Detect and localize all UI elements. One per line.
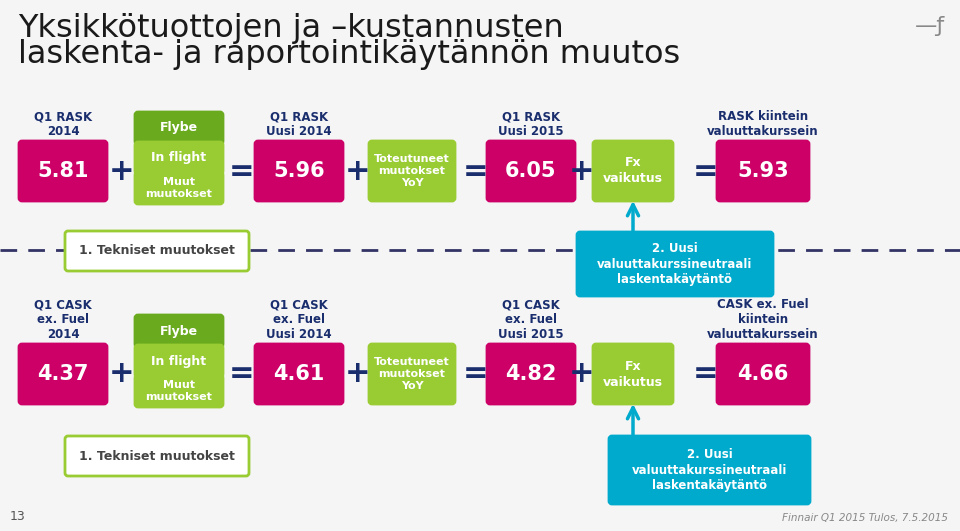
Text: =: = xyxy=(463,157,489,185)
FancyBboxPatch shape xyxy=(487,344,575,404)
Text: +: + xyxy=(569,157,595,185)
Text: =: = xyxy=(229,157,254,185)
FancyBboxPatch shape xyxy=(717,344,809,404)
Text: =: = xyxy=(463,359,489,389)
Text: Q1 CASK
ex. Fuel
Uusi 2014: Q1 CASK ex. Fuel Uusi 2014 xyxy=(266,298,332,341)
Text: Muut
muutokset: Muut muutokset xyxy=(146,380,212,402)
Text: 1. Tekniset muutokset: 1. Tekniset muutokset xyxy=(79,450,235,463)
Text: 1. Tekniset muutokset: 1. Tekniset muutokset xyxy=(79,244,235,258)
Text: +: + xyxy=(109,359,134,389)
Text: +: + xyxy=(109,157,134,185)
Text: Toteutuneet
muutokset
YoY: Toteutuneet muutokset YoY xyxy=(374,153,450,189)
FancyBboxPatch shape xyxy=(369,141,455,201)
FancyBboxPatch shape xyxy=(593,141,673,201)
Text: Q1 CASK
ex. Fuel
2014: Q1 CASK ex. Fuel 2014 xyxy=(35,298,92,341)
FancyBboxPatch shape xyxy=(135,345,223,377)
Text: In flight: In flight xyxy=(152,355,206,367)
Text: +: + xyxy=(346,157,371,185)
Text: +: + xyxy=(569,359,595,389)
Text: 13: 13 xyxy=(10,510,26,523)
Text: Q1 RASK
Uusi 2014: Q1 RASK Uusi 2014 xyxy=(266,110,332,138)
FancyBboxPatch shape xyxy=(135,375,223,407)
FancyBboxPatch shape xyxy=(135,142,223,174)
Text: 5.81: 5.81 xyxy=(37,161,88,181)
FancyBboxPatch shape xyxy=(577,232,773,296)
FancyBboxPatch shape xyxy=(135,315,223,347)
FancyBboxPatch shape xyxy=(65,231,249,271)
Text: CASK ex. Fuel
kiintein
valuuttakurssein: CASK ex. Fuel kiintein valuuttakurssein xyxy=(708,298,819,341)
FancyBboxPatch shape xyxy=(19,344,107,404)
FancyBboxPatch shape xyxy=(487,141,575,201)
Text: Q1 CASK
ex. Fuel
Uusi 2015: Q1 CASK ex. Fuel Uusi 2015 xyxy=(498,298,564,341)
Text: 2. Uusi
valuuttakurssineutraali
laskentakäytäntö: 2. Uusi valuuttakurssineutraali laskenta… xyxy=(632,448,787,492)
FancyBboxPatch shape xyxy=(65,436,249,476)
Text: Fx
vaikutus: Fx vaikutus xyxy=(603,157,663,185)
FancyBboxPatch shape xyxy=(135,172,223,204)
FancyBboxPatch shape xyxy=(19,141,107,201)
Text: Yksikkötuottojen ja –kustannusten: Yksikkötuottojen ja –kustannusten xyxy=(18,13,564,44)
Text: RASK kiintein
valuuttakurssein: RASK kiintein valuuttakurssein xyxy=(708,110,819,138)
FancyBboxPatch shape xyxy=(717,141,809,201)
FancyBboxPatch shape xyxy=(609,436,810,504)
Text: laskenta- ja raportointikäytännön muutos: laskenta- ja raportointikäytännön muutos xyxy=(18,39,681,70)
Text: 5.93: 5.93 xyxy=(737,161,789,181)
Text: Q1 RASK
2014: Q1 RASK 2014 xyxy=(34,110,92,138)
Text: Fx
vaikutus: Fx vaikutus xyxy=(603,359,663,389)
Text: 5.96: 5.96 xyxy=(274,161,324,181)
Text: —ƒ: —ƒ xyxy=(915,16,946,36)
FancyBboxPatch shape xyxy=(135,112,223,144)
FancyBboxPatch shape xyxy=(369,344,455,404)
Text: In flight: In flight xyxy=(152,151,206,165)
Text: =: = xyxy=(693,359,719,389)
FancyBboxPatch shape xyxy=(255,141,343,201)
Text: +: + xyxy=(346,359,371,389)
Text: Muut
muutokset: Muut muutokset xyxy=(146,177,212,199)
Text: Finnair Q1 2015 Tulos, 7.5.2015: Finnair Q1 2015 Tulos, 7.5.2015 xyxy=(782,513,948,523)
Text: Q1 RASK
Uusi 2015: Q1 RASK Uusi 2015 xyxy=(498,110,564,138)
Text: =: = xyxy=(229,359,254,389)
FancyBboxPatch shape xyxy=(593,344,673,404)
Text: 2. Uusi
valuuttakurssineutraali
laskentakäytäntö: 2. Uusi valuuttakurssineutraali laskenta… xyxy=(597,242,753,287)
Text: 4.66: 4.66 xyxy=(737,364,789,384)
Text: 4.82: 4.82 xyxy=(505,364,557,384)
Text: =: = xyxy=(693,157,719,185)
Text: Flybe: Flybe xyxy=(160,324,198,338)
FancyBboxPatch shape xyxy=(255,344,343,404)
Text: 4.61: 4.61 xyxy=(274,364,324,384)
Text: 4.37: 4.37 xyxy=(37,364,88,384)
Text: Toteutuneet
muutokset
YoY: Toteutuneet muutokset YoY xyxy=(374,357,450,391)
Text: Flybe: Flybe xyxy=(160,122,198,134)
Text: 6.05: 6.05 xyxy=(505,161,557,181)
